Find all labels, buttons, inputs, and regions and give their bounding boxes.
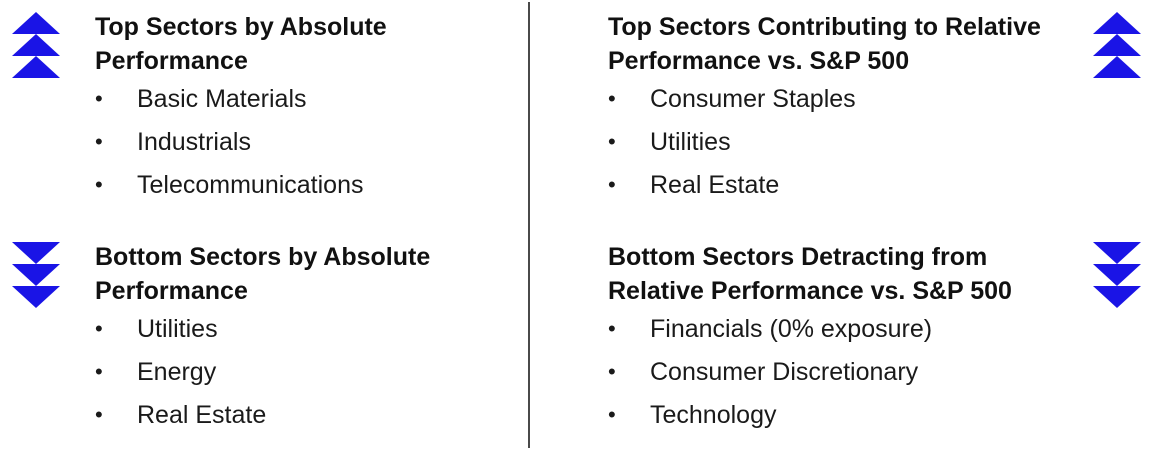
section-title: Bottom Sectors Detracting from Relative … — [608, 243, 1012, 305]
list-item-label: Telecommunications — [137, 171, 364, 199]
sector-list: • Financials (0% exposure) • Consumer Disc… — [608, 314, 1078, 443]
bullet-icon: • — [95, 129, 103, 154]
bullet-icon: • — [95, 359, 103, 384]
bottom-sectors-relative-section: Bottom Sectors Detracting from Relative … — [608, 240, 1078, 443]
list-item: • Technology — [608, 400, 1078, 443]
sector-list: • Utilities • Energy • Real Estate — [95, 314, 515, 443]
list-item-label: Utilities — [137, 315, 218, 343]
section-title: Bottom Sectors by Absolute Performance — [95, 243, 431, 305]
column-divider — [528, 2, 530, 448]
list-item-label: Consumer Discretionary — [650, 358, 919, 386]
list-item: • Energy — [95, 357, 515, 400]
bullet-icon: • — [95, 86, 103, 111]
list-item: • Consumer Discretionary — [608, 357, 1078, 400]
list-item: • Utilities — [608, 127, 1078, 170]
list-item-label: Real Estate — [137, 401, 267, 429]
bullet-icon: • — [608, 172, 616, 197]
bullet-icon: • — [608, 359, 616, 384]
bullet-icon: • — [608, 402, 616, 427]
bottom-sectors-absolute-section: Bottom Sectors by Absolute Performance •… — [95, 240, 515, 443]
bullet-icon: • — [608, 316, 616, 341]
list-item-label: Industrials — [137, 128, 251, 156]
bullet-icon: • — [608, 86, 616, 111]
triple-chevron-up-icon — [1093, 12, 1141, 78]
list-item-label: Basic Materials — [137, 85, 307, 113]
list-item-label: Real Estate — [650, 171, 780, 199]
list-item-label: Technology — [650, 401, 777, 429]
list-item: • Utilities — [95, 314, 515, 357]
bullet-icon: • — [95, 402, 103, 427]
top-sectors-relative-section: Top Sectors Contributing to Relative Per… — [608, 10, 1078, 213]
list-item: • Basic Materials — [95, 84, 515, 127]
list-item: • Industrials — [95, 127, 515, 170]
list-item-label: Energy — [137, 358, 217, 386]
triple-chevron-up-icon — [12, 12, 60, 78]
triple-chevron-down-icon — [12, 242, 60, 308]
sector-list: • Consumer Staples • Utilities • Real Estat… — [608, 84, 1078, 213]
list-item: • Telecommunications — [95, 170, 515, 213]
list-item: • Financials (0% exposure) — [608, 314, 1078, 357]
bullet-icon: • — [608, 129, 616, 154]
sector-list: • Basic Materials • Industrials • Telecommu… — [95, 84, 515, 213]
section-title: Top Sectors by Absolute Performance — [95, 13, 387, 75]
top-sectors-absolute-section: Top Sectors by Absolute Performance • Bas… — [95, 10, 515, 213]
list-item-label: Consumer Staples — [650, 85, 856, 113]
section-title: Top Sectors Contributing to Relative Per… — [608, 13, 1041, 75]
bullet-icon: • — [95, 316, 103, 341]
list-item-label: Utilities — [650, 128, 731, 156]
triple-chevron-down-icon — [1093, 242, 1141, 308]
bullet-icon: • — [95, 172, 103, 197]
list-item: • Consumer Staples — [608, 84, 1078, 127]
list-item: • Real Estate — [95, 400, 515, 443]
list-item-label: Financials (0% exposure) — [650, 315, 933, 343]
list-item: • Real Estate — [608, 170, 1078, 213]
